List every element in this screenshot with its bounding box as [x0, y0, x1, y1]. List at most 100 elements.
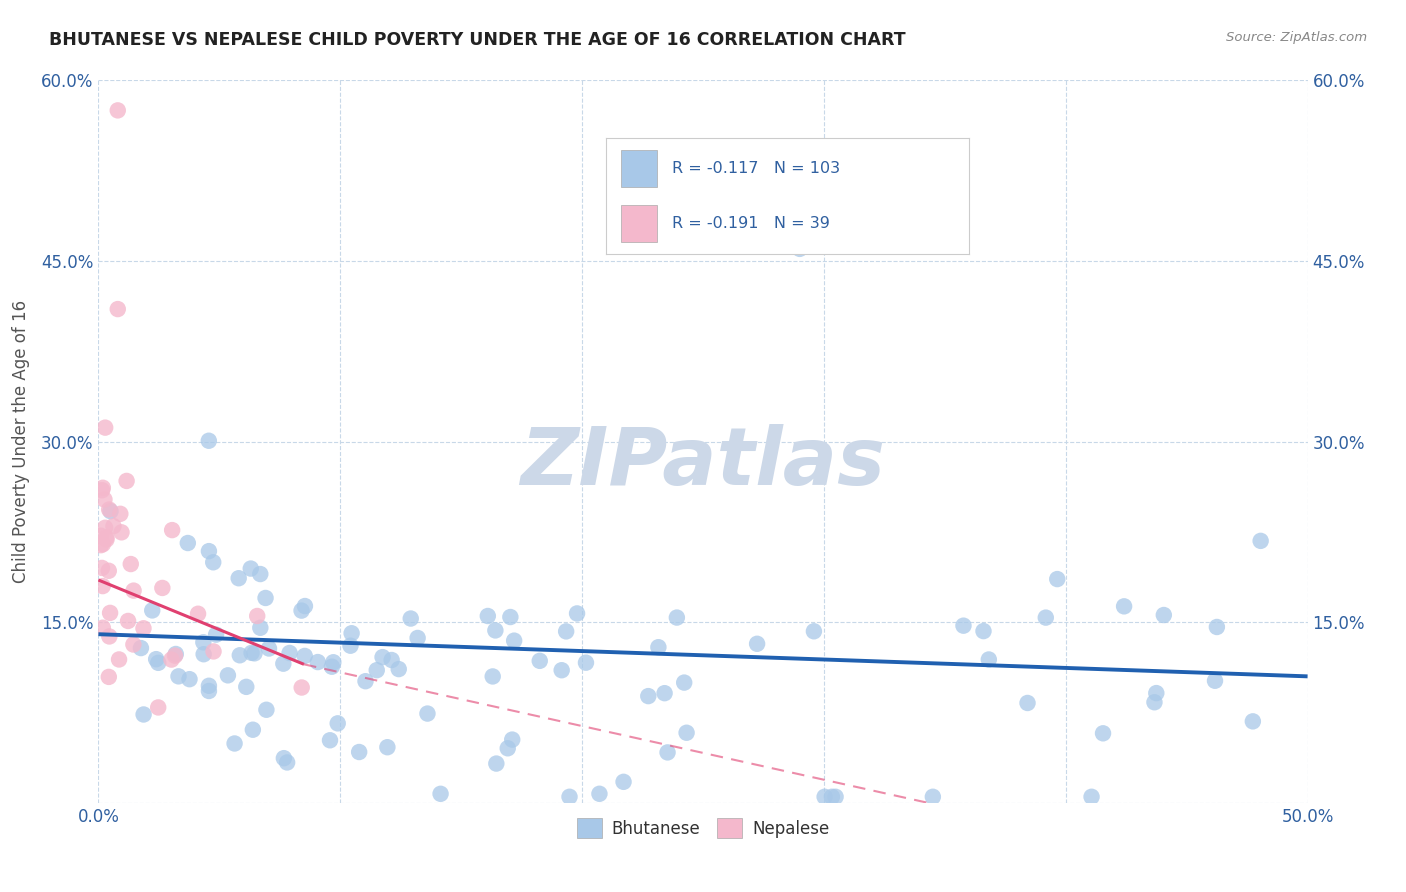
- Point: [675, 725, 697, 739]
- Point: [952, 618, 974, 632]
- Point: [141, 603, 163, 617]
- Point: [240, 646, 263, 660]
- Point: [347, 745, 370, 759]
- Point: [294, 599, 316, 613]
- Point: [167, 669, 190, 683]
- Point: [103, 519, 125, 533]
- Point: [499, 610, 522, 624]
- Point: [148, 700, 170, 714]
- Point: [224, 736, 246, 750]
- Point: [371, 650, 394, 665]
- Point: [550, 663, 572, 677]
- Point: [98, 502, 121, 516]
- Y-axis label: Child Poverty Under the Age of 16: Child Poverty Under the Age of 16: [11, 300, 30, 583]
- Point: [198, 679, 221, 693]
- Point: [503, 633, 526, 648]
- Point: [1205, 620, 1227, 634]
- Point: [565, 607, 588, 621]
- Point: [1241, 714, 1264, 729]
- Point: [254, 703, 277, 717]
- Point: [108, 652, 131, 666]
- Point: [132, 621, 155, 635]
- Point: [110, 525, 132, 540]
- Point: [115, 474, 138, 488]
- Point: [91, 481, 114, 495]
- Point: [254, 591, 277, 605]
- Point: [97, 564, 120, 578]
- Point: [647, 640, 669, 655]
- Point: [399, 611, 422, 625]
- Point: [1080, 789, 1102, 804]
- Point: [107, 103, 129, 118]
- Point: [429, 787, 451, 801]
- Point: [202, 644, 225, 658]
- Point: [484, 624, 506, 638]
- Point: [555, 624, 578, 639]
- Point: [813, 789, 835, 804]
- Point: [94, 521, 117, 535]
- Point: [91, 621, 114, 635]
- Point: [91, 579, 114, 593]
- Point: [90, 529, 112, 543]
- Point: [290, 604, 312, 618]
- Point: [90, 538, 112, 552]
- Point: [97, 670, 120, 684]
- Point: [110, 507, 132, 521]
- Text: Source: ZipAtlas.com: Source: ZipAtlas.com: [1226, 31, 1367, 45]
- Point: [273, 751, 295, 765]
- Point: [1046, 572, 1069, 586]
- Point: [249, 567, 271, 582]
- Point: [354, 674, 377, 689]
- Point: [91, 561, 114, 575]
- Point: [1204, 673, 1226, 688]
- Point: [377, 740, 399, 755]
- Point: [132, 707, 155, 722]
- Point: [98, 606, 121, 620]
- Point: [745, 637, 768, 651]
- Point: [91, 537, 114, 551]
- Point: [276, 756, 298, 770]
- Point: [477, 609, 499, 624]
- Point: [205, 627, 228, 641]
- Legend: Bhutanese, Nepalese: Bhutanese, Nepalese: [569, 812, 837, 845]
- Point: [294, 648, 316, 663]
- Point: [228, 571, 250, 585]
- Point: [322, 655, 344, 669]
- Point: [246, 609, 269, 624]
- Point: [291, 681, 314, 695]
- Point: [117, 614, 139, 628]
- Point: [100, 504, 122, 518]
- Point: [1153, 607, 1175, 622]
- Point: [217, 668, 239, 682]
- Point: [96, 533, 118, 547]
- Point: [198, 684, 221, 698]
- Point: [160, 652, 183, 666]
- Point: [319, 733, 342, 747]
- Point: [637, 689, 659, 703]
- Point: [485, 756, 508, 771]
- Point: [1144, 686, 1167, 700]
- Point: [257, 641, 280, 656]
- Point: [98, 630, 121, 644]
- Point: [381, 653, 404, 667]
- Point: [278, 646, 301, 660]
- Point: [193, 635, 215, 649]
- Point: [1250, 533, 1272, 548]
- Text: BHUTANESE VS NEPALESE CHILD POVERTY UNDER THE AGE OF 16 CORRELATION CHART: BHUTANESE VS NEPALESE CHILD POVERTY UNDE…: [49, 31, 905, 49]
- Point: [93, 492, 115, 507]
- Point: [179, 672, 201, 686]
- Point: [165, 648, 187, 663]
- Point: [187, 607, 209, 621]
- Point: [789, 242, 811, 256]
- Point: [96, 531, 118, 545]
- Point: [921, 789, 943, 804]
- Point: [481, 669, 503, 683]
- Point: [321, 659, 343, 673]
- Point: [150, 581, 173, 595]
- Point: [122, 583, 145, 598]
- Point: [91, 483, 114, 498]
- Point: [496, 741, 519, 756]
- Point: [1114, 599, 1136, 614]
- Point: [193, 647, 215, 661]
- Point: [120, 557, 142, 571]
